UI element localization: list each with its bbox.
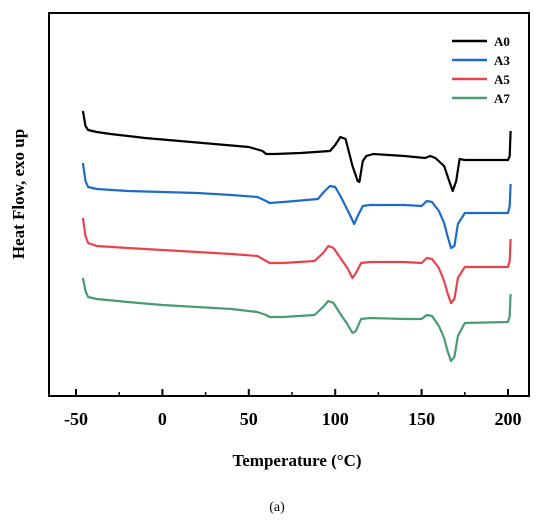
x-tick-label: 100 — [322, 409, 349, 429]
legend-label-a5: A5 — [494, 72, 510, 87]
x-tick-label: -50 — [64, 409, 88, 429]
x-axis-ticks: -50 0 50 100 150 200 — [64, 389, 522, 429]
x-tick-label: 200 — [495, 409, 522, 429]
legend-label-a3: A3 — [494, 53, 510, 68]
plot-frame — [48, 12, 530, 397]
figure-caption: (a) — [269, 500, 285, 515]
x-tick-label: 0 — [158, 409, 167, 429]
legend: A0 A3 A5 A7 — [452, 34, 510, 106]
x-axis-title: Temperature (°C) — [232, 451, 361, 470]
legend-label-a7: A7 — [494, 91, 510, 106]
x-tick-label: 150 — [408, 409, 435, 429]
curves-group — [81, 110, 512, 363]
legend-label-a0: A0 — [494, 34, 510, 49]
x-tick-label: 50 — [240, 409, 258, 429]
series-line-a7 — [81, 277, 512, 363]
series-line-a5 — [81, 217, 512, 305]
series-line-a0 — [81, 110, 512, 193]
y-axis-title: Heat Flow, exo up — [9, 129, 28, 259]
series-line-a3 — [81, 162, 512, 250]
